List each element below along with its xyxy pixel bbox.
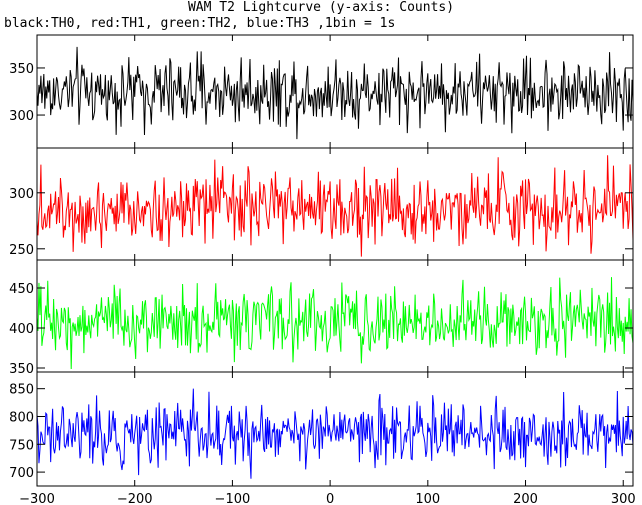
- y-tick-label: 800: [9, 410, 34, 425]
- y-tick-label: 250: [9, 243, 34, 258]
- panel-frame-th1: [36, 147, 634, 261]
- series-line-th0: [36, 46, 634, 140]
- y-tick-label: 300: [9, 187, 34, 202]
- y-tick-label: 350: [9, 62, 34, 77]
- chart-subtitle: black:TH0, red:TH1, green:TH2, blue:TH3 …: [4, 16, 396, 31]
- x-tick-label: −300: [19, 492, 55, 505]
- y-tick-label: 450: [9, 282, 34, 297]
- y-tick-label: 700: [9, 466, 34, 481]
- y-tick-label: 300: [9, 109, 34, 124]
- y-tick-label: 400: [9, 322, 34, 337]
- x-tick-label: 300: [611, 492, 636, 505]
- x-tick-label: −100: [215, 492, 251, 505]
- x-tick-label: −200: [117, 492, 153, 505]
- x-tick-label: 100: [415, 492, 440, 505]
- series-line-th3: [36, 388, 634, 479]
- y-tick-label: 750: [9, 438, 34, 453]
- y-tick-label: 850: [9, 383, 34, 398]
- y-tick-label: 350: [9, 362, 34, 377]
- panel-frame-th0: [36, 34, 634, 149]
- x-tick-label: 0: [326, 492, 334, 505]
- series-line-th1: [36, 155, 634, 257]
- panel-frame-th3: [36, 371, 634, 487]
- series-line-th2: [36, 277, 634, 370]
- chart-title: WAM T2 Lightcurve (y-axis: Counts): [187, 0, 455, 15]
- x-tick-label: 200: [513, 492, 538, 505]
